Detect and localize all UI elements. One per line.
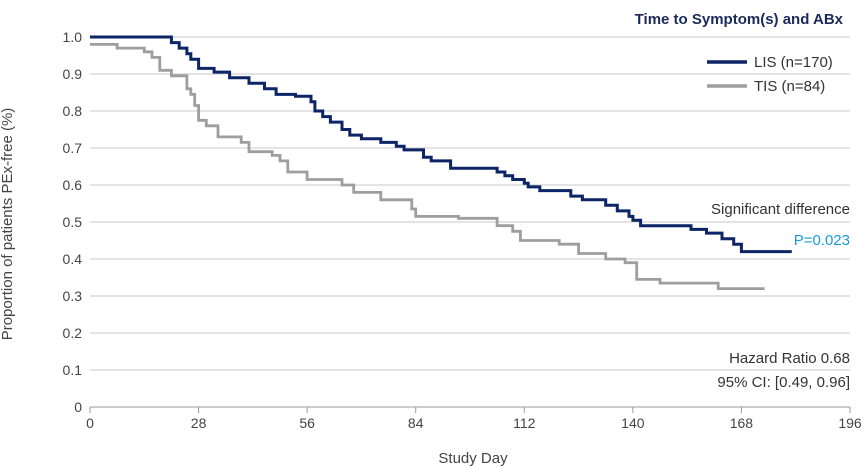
- x-tick-label: 0: [86, 415, 94, 431]
- y-tick-label: 0.1: [63, 362, 83, 378]
- y-tick-label: 0.9: [63, 66, 83, 82]
- y-tick-label: 0.3: [63, 288, 83, 304]
- x-tick-label: 84: [408, 415, 424, 431]
- legend: LIS (n=170) TIS (n=84): [707, 54, 833, 95]
- y-tick-label: 0.8: [63, 103, 83, 119]
- y-tick-label: 0.6: [63, 177, 83, 193]
- x-axis-ticks: 0 28 56 84 112 140 168 196: [86, 407, 861, 431]
- x-tick-label: 112: [513, 415, 536, 431]
- series-lines: [90, 35, 792, 291]
- hazard-ratio-label: Hazard Ratio 0.68: [729, 350, 850, 367]
- y-tick-label: 1.0: [63, 29, 83, 45]
- confidence-interval-label: 95% CI: [0.49, 0.96]: [717, 374, 850, 391]
- y-tick-label: 0.5: [63, 214, 83, 230]
- legend-label-tis: TIS (n=84): [754, 78, 825, 95]
- legend-label-lis: LIS (n=170): [754, 54, 833, 71]
- series-line-tis: [90, 43, 765, 291]
- gridlines: [90, 36, 850, 408]
- x-tick-label: 140: [621, 415, 645, 431]
- chart-title: Time to Symptom(s) and ABx: [635, 11, 844, 28]
- y-tick-label: 0: [74, 399, 82, 415]
- p-value-label: P=0.023: [794, 232, 850, 249]
- y-tick-label: 0.7: [63, 140, 83, 156]
- y-axis-ticks: 0 0.1 0.2 0.3 0.4 0.5 0.6 0.7 0.8 0.9 1.0: [63, 29, 83, 415]
- x-tick-label: 28: [191, 415, 207, 431]
- significance-note: Significant difference: [711, 201, 850, 218]
- y-tick-label: 0.4: [63, 251, 83, 267]
- series-line-lis: [90, 35, 792, 254]
- x-tick-label: 168: [730, 415, 754, 431]
- x-axis-title: Study Day: [438, 450, 508, 467]
- x-tick-label: 196: [838, 415, 861, 431]
- y-tick-label: 0.2: [63, 325, 83, 341]
- x-tick-label: 56: [299, 415, 315, 431]
- y-axis-title: Proportion of patients PEx-free (%): [0, 108, 16, 341]
